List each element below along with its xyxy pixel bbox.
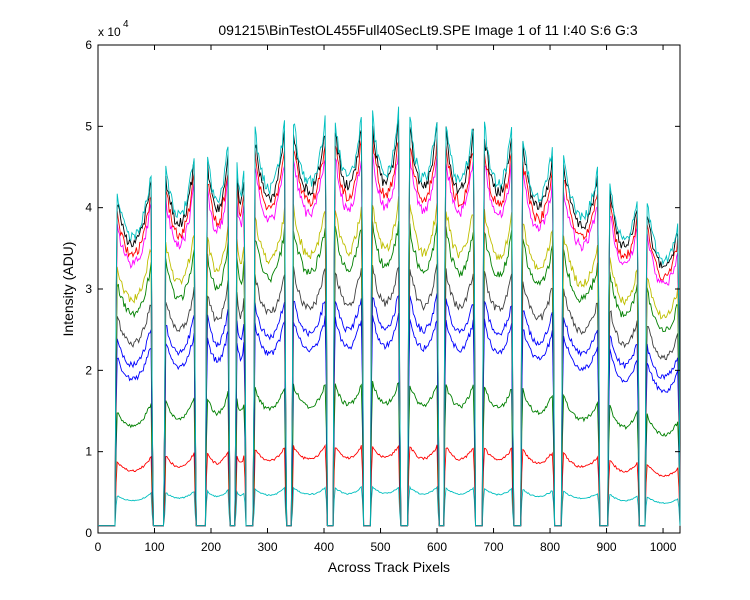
x-tick-label: 500 [371,540,391,554]
x-tick-label: 400 [314,540,334,554]
series-line [98,106,681,527]
y-tick-label: 6 [85,38,92,52]
y-tick-label: 1 [85,445,92,459]
y-tick-label: 3 [85,282,92,296]
x-tick-label: 600 [427,540,447,554]
series-lines [98,106,681,527]
plot-area: 0 100 200 300 400 500 600 700 800 900 1000 0 1 2 3 4 5 6 [85,38,681,554]
series-line [98,444,681,527]
y-axis-label: Intensity (ADU) [60,242,76,337]
y-tick-label: 5 [85,119,92,133]
x-tick-label: 300 [257,540,277,554]
x-tick-label: 900 [597,540,617,554]
x-tick-label: 700 [484,540,504,554]
x-tick-label: 800 [540,540,560,554]
x-tick-label: 100 [144,540,164,554]
chart-title: 091215\BinTestOL455Full40SecLt9.SPE Imag… [218,22,637,38]
y-tick-label: 0 [85,526,92,540]
y-multiplier-base: x 10 [98,25,121,39]
axes-box [97,44,681,534]
x-axis-label: Across Track Pixels [328,559,450,575]
x-tick-label: 200 [201,540,221,554]
x-tick-label: 1000 [650,540,677,554]
y-multiplier-exponent: 4 [123,19,129,30]
series-line [98,485,681,527]
x-tick-label: 0 [95,540,102,554]
y-tick-label: 4 [85,201,92,215]
axis-ticks: 0 100 200 300 400 500 600 700 800 900 1000 0 1 2 3 4 5 6 [85,38,680,554]
y-tick-label: 2 [85,363,92,377]
